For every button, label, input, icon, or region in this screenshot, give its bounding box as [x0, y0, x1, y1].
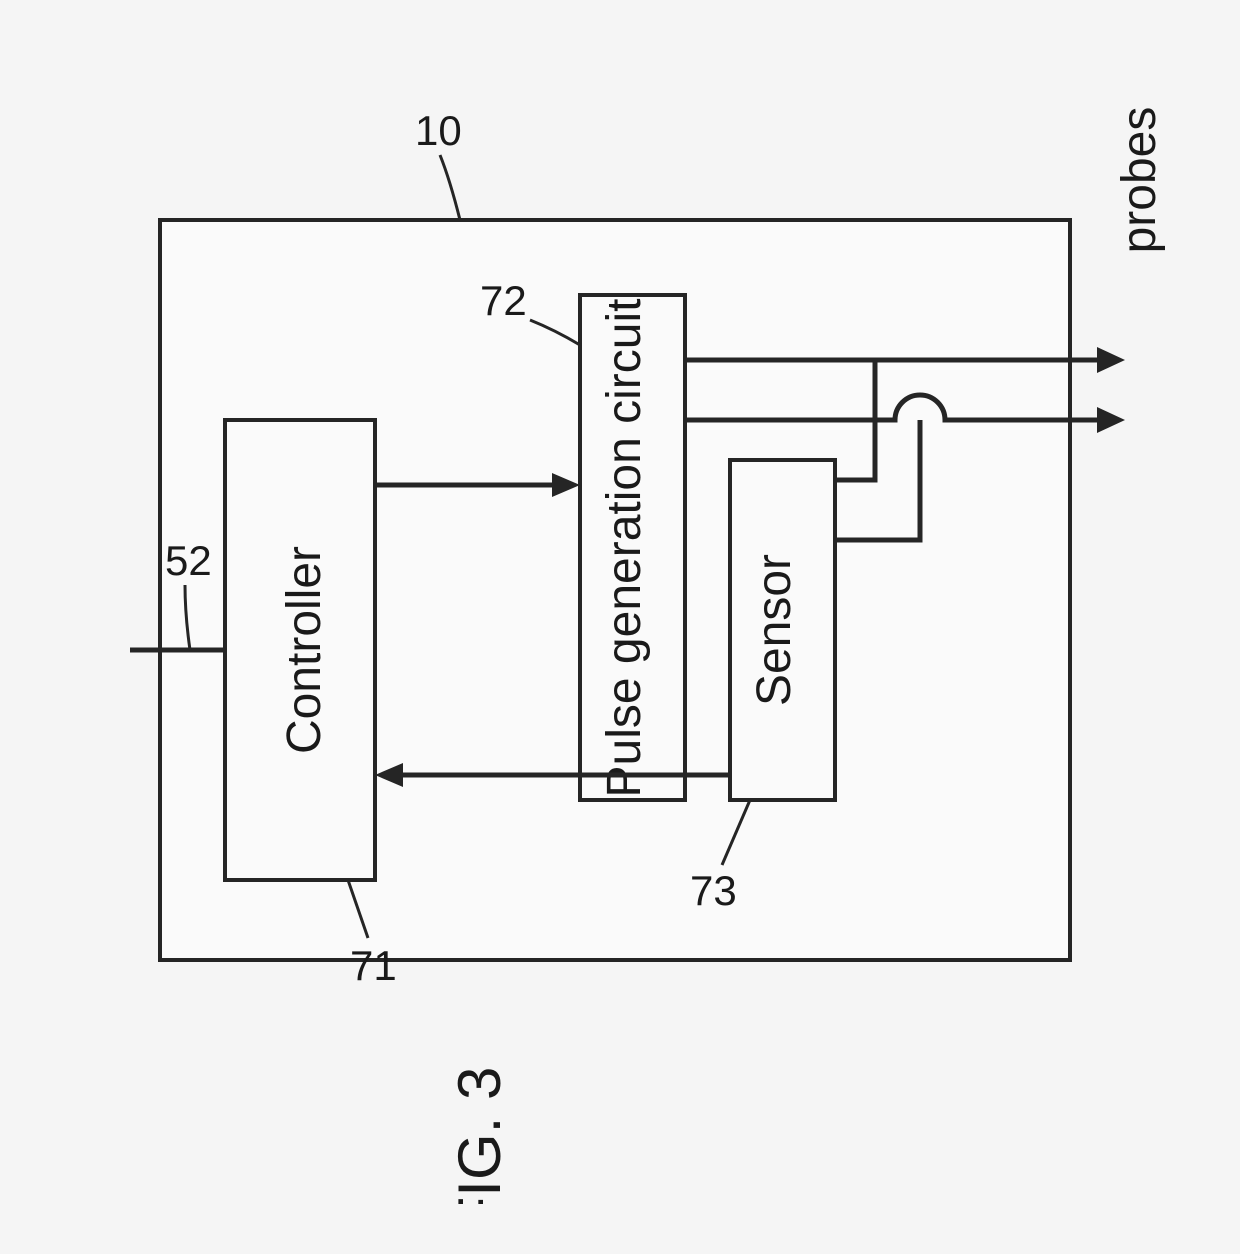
controller-label: Controller [278, 546, 331, 754]
ref-73-text: 73 [690, 867, 737, 914]
diagram-svg: Controller Pulse generation circuit Sens… [50, 50, 1190, 1204]
pulse-out1-arrow [1097, 347, 1125, 373]
probes-label: probes [1113, 107, 1166, 254]
figure-caption: FIG. 3 [446, 1067, 513, 1204]
block-diagram: Controller Pulse generation circuit Sens… [50, 50, 1190, 1204]
ref-72-text: 72 [480, 277, 527, 324]
sensor-label: Sensor [748, 554, 801, 706]
ref-71-text: 71 [350, 942, 397, 989]
ref-10-text: 10 [415, 107, 462, 154]
pulse-label: Pulse generation circuit [598, 299, 651, 798]
leader-10 [440, 155, 460, 220]
pulse-out2-arrow [1097, 407, 1125, 433]
ref-52-text: 52 [165, 537, 212, 584]
